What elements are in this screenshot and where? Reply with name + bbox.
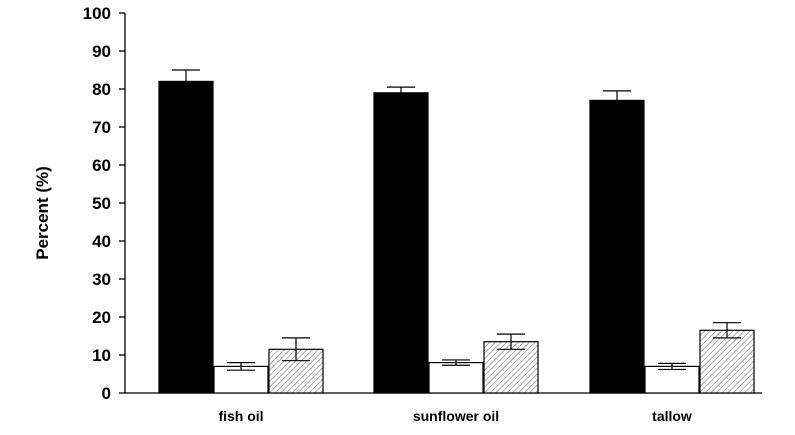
white-bar [644, 365, 700, 394]
white-bar [213, 365, 269, 394]
y-tick-label: 90 [92, 42, 111, 61]
y-tick-label: 30 [92, 270, 111, 289]
y-tick-label: 100 [83, 4, 111, 23]
y-tick-label: 20 [92, 308, 111, 327]
axes [119, 12, 762, 394]
bars [158, 80, 755, 394]
y-tick-label: 0 [102, 384, 111, 403]
hatched-bar [483, 341, 539, 394]
tick-labels: 0 10 20 30 40 50 60 70 80 90 100 fish oil sunflower … [83, 4, 692, 424]
error-bars [172, 69, 741, 371]
y-tick-label: 40 [92, 232, 111, 251]
white-bar [428, 362, 484, 394]
y-axis-title: Percent (%) [33, 166, 52, 260]
y-tick-label: 70 [92, 118, 111, 137]
x-category-label: sunflower oil [413, 408, 499, 424]
y-tick-label: 60 [92, 156, 111, 175]
hatched-bar [268, 348, 324, 394]
x-category-label: tallow [652, 408, 692, 424]
solid-bar [158, 80, 214, 394]
x-category-label: fish oil [218, 408, 263, 424]
y-tick-label: 10 [92, 346, 111, 365]
y-tick-label: 50 [92, 194, 111, 213]
solid-bar [589, 99, 645, 394]
y-tick-label: 80 [92, 80, 111, 99]
hatched-bar [699, 329, 755, 394]
solid-bar [373, 92, 429, 394]
